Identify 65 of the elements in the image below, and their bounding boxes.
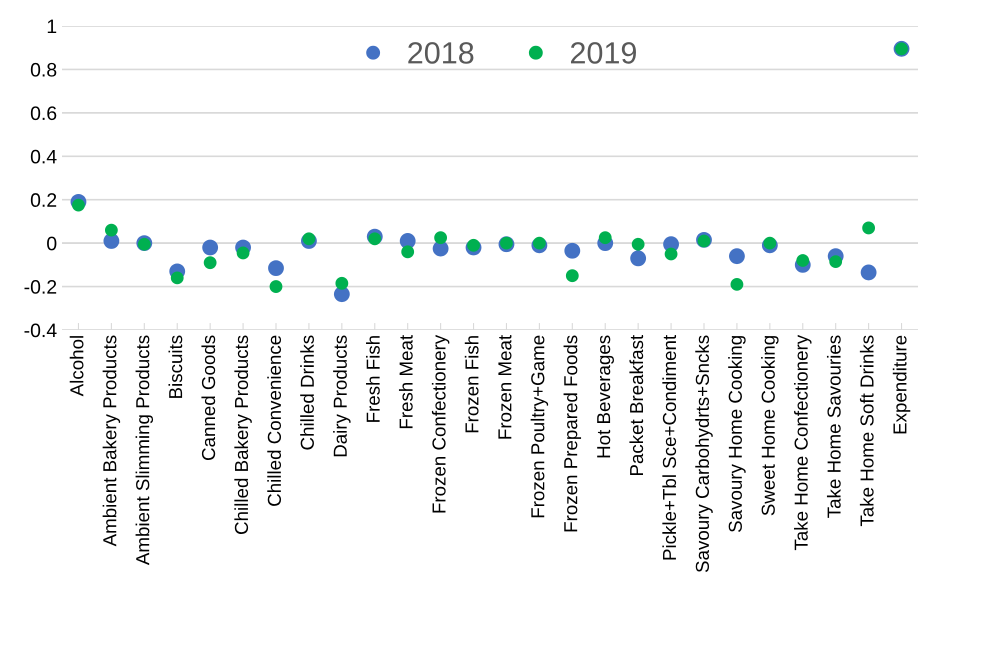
point xyxy=(335,276,348,290)
point xyxy=(632,238,645,251)
x-tick-label: Alcohol xyxy=(70,336,84,396)
point xyxy=(730,278,744,291)
point xyxy=(368,232,382,246)
x-tick-label: Ambient Slimming Products xyxy=(136,336,154,566)
x-tick-label: Sweet Home Cooking xyxy=(761,336,779,516)
x-tick-label: Ambient Bakery Products xyxy=(102,336,120,546)
point xyxy=(796,254,810,267)
x-tick-label: Take Home Savouries xyxy=(826,336,841,518)
y-tick-label: 0 xyxy=(47,236,56,250)
x-tick-label: Fresh Fish xyxy=(366,336,380,422)
point xyxy=(729,248,745,264)
point xyxy=(236,246,250,260)
x-tick-label: Chilled Drinks xyxy=(300,336,314,450)
point xyxy=(564,242,580,259)
point xyxy=(204,256,217,270)
point xyxy=(104,224,118,237)
x-tick-label: Frozen Fish xyxy=(464,336,479,432)
y-tick-label: 0.8 xyxy=(30,62,56,77)
point xyxy=(763,236,776,250)
x-tick-label: Canned Goods xyxy=(201,336,216,460)
x-tick-label: Frozen Meat xyxy=(498,334,512,439)
x-tick-label: Frozen Prepared Foods xyxy=(564,336,582,532)
y-tick-label: -0.2 xyxy=(24,280,56,294)
y-tick-label: 1 xyxy=(48,20,56,34)
x-tick-label: Expenditure xyxy=(892,336,910,434)
point xyxy=(467,238,480,252)
point xyxy=(698,234,710,248)
legend-label: 2018 xyxy=(408,42,474,64)
point xyxy=(72,198,85,212)
point xyxy=(434,231,448,244)
x-tick-label: Dairy Products xyxy=(333,336,351,456)
point xyxy=(630,250,646,266)
x-tick-label: Savoury Home Cooking xyxy=(728,336,746,532)
x-tick-label: Biscuits xyxy=(168,336,182,398)
x-tick-label: Take Home Confectionery xyxy=(794,334,812,550)
point xyxy=(598,231,612,244)
x-tick-label: Savoury Carbohydrts+Sncks xyxy=(695,336,713,572)
x-tick-label: Frozen Confectionery xyxy=(432,334,450,513)
x-tick-label: Chilled Convenience xyxy=(267,336,282,506)
x-tick-label: Fresh Meat xyxy=(398,334,413,428)
x-tick-label: Packet Breakfast xyxy=(629,334,644,476)
legend-label: 2019 xyxy=(570,42,636,64)
x-tick-label: Take Home Soft Drinks xyxy=(860,336,874,526)
point xyxy=(401,245,414,258)
point xyxy=(664,248,678,260)
y-tick-label: 0.2 xyxy=(30,193,56,207)
x-tick-label: Frozen Poultry+Game xyxy=(530,336,548,518)
point xyxy=(270,280,282,293)
y-tick-label: 0.4 xyxy=(30,150,57,164)
y-tick-label: -0.4 xyxy=(24,323,57,338)
point xyxy=(532,236,546,250)
point xyxy=(862,222,876,234)
point xyxy=(829,255,842,268)
point xyxy=(302,232,316,246)
x-tick-label: Pickle+Tbl Sce+Condiment xyxy=(662,334,676,560)
y-tick-label: 0.6 xyxy=(30,106,56,120)
point xyxy=(860,264,877,280)
point xyxy=(202,240,218,256)
point xyxy=(170,271,184,284)
point xyxy=(566,269,579,282)
point xyxy=(268,260,284,276)
x-tick-label: Hot Beverages xyxy=(597,336,614,458)
x-tick-label: Chilled Bakery Products xyxy=(234,336,252,534)
